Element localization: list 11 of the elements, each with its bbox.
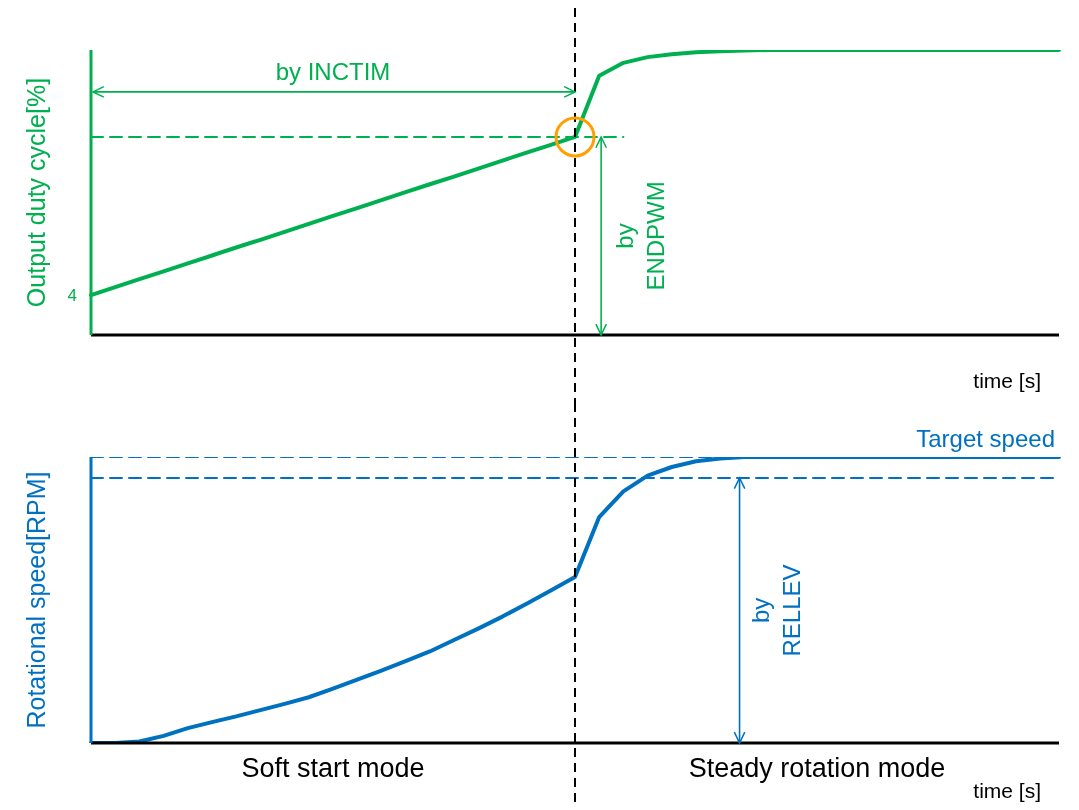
text: Soft start mode (241, 753, 425, 783)
text: 4 (67, 285, 77, 305)
annotation: by RELLEV (746, 564, 805, 657)
y-axis-title: Output duty cycle[%] (22, 77, 50, 308)
x-axis-title: time [s] (973, 369, 1041, 392)
annotation: by INCTIM (275, 57, 391, 85)
series-label: Target speed (916, 425, 1055, 452)
y-axis-title: Rotational speed[RPM] (22, 471, 50, 729)
annotation: by ENDPWM (611, 181, 670, 291)
x-axis-title: time [s] (973, 779, 1041, 802)
text: Steady rotation mode (688, 753, 946, 783)
